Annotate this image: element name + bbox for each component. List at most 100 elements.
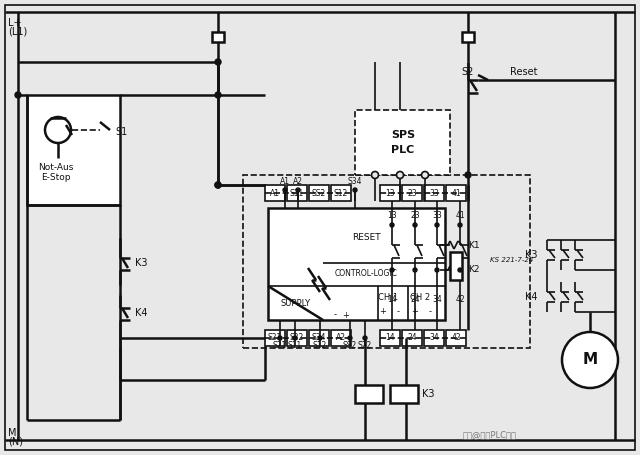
Text: K1: K1 xyxy=(468,241,479,249)
Circle shape xyxy=(215,182,221,188)
Text: E-Stop: E-Stop xyxy=(41,172,71,182)
Circle shape xyxy=(278,336,282,340)
Text: 头条@技成PLC课堂: 头条@技成PLC课堂 xyxy=(463,430,517,440)
Text: 34: 34 xyxy=(432,295,442,304)
Text: -: - xyxy=(429,308,431,317)
Text: +: + xyxy=(342,310,349,319)
Bar xyxy=(355,110,450,175)
Text: PLC: PLC xyxy=(392,145,415,155)
Circle shape xyxy=(215,92,221,98)
Text: 34: 34 xyxy=(429,334,439,343)
Circle shape xyxy=(413,268,417,272)
Bar xyxy=(446,185,466,201)
Circle shape xyxy=(296,188,300,192)
Circle shape xyxy=(397,172,403,178)
Bar xyxy=(380,185,400,201)
Circle shape xyxy=(390,268,394,272)
Circle shape xyxy=(458,223,462,227)
Text: 42: 42 xyxy=(455,295,465,304)
Bar xyxy=(462,32,474,42)
Text: -: - xyxy=(397,308,399,317)
Bar xyxy=(402,185,422,201)
Text: S34: S34 xyxy=(312,334,326,343)
Text: K4: K4 xyxy=(135,308,147,318)
Text: 13: 13 xyxy=(387,211,397,219)
Bar xyxy=(243,175,530,348)
Circle shape xyxy=(318,336,322,340)
Text: Reset: Reset xyxy=(510,67,538,77)
Text: 33: 33 xyxy=(432,211,442,219)
Bar xyxy=(390,385,418,403)
Circle shape xyxy=(390,223,394,227)
Bar xyxy=(212,32,224,42)
Text: S12: S12 xyxy=(334,188,348,197)
Text: S22: S22 xyxy=(290,334,304,343)
Text: M: M xyxy=(8,428,17,438)
Text: SS2: SS2 xyxy=(312,188,326,197)
Text: 42: 42 xyxy=(451,334,461,343)
Text: S2: S2 xyxy=(462,67,474,77)
Bar xyxy=(287,185,307,201)
Circle shape xyxy=(435,223,439,227)
Text: -: - xyxy=(333,310,337,319)
Text: A1: A1 xyxy=(280,177,290,187)
Bar xyxy=(268,208,445,320)
Circle shape xyxy=(562,332,618,388)
Text: CONTROL-LOGIC: CONTROL-LOGIC xyxy=(335,268,397,278)
Text: K3: K3 xyxy=(525,250,537,260)
Text: L+: L+ xyxy=(8,18,22,28)
Text: SPS: SPS xyxy=(391,130,415,140)
Text: (N): (N) xyxy=(8,436,23,446)
Bar xyxy=(380,330,400,346)
Circle shape xyxy=(363,336,367,340)
Text: 41: 41 xyxy=(451,188,461,197)
Bar xyxy=(331,330,351,346)
Bar xyxy=(27,95,120,205)
Bar xyxy=(424,185,444,201)
Circle shape xyxy=(348,336,352,340)
Text: K2: K2 xyxy=(468,266,479,274)
Circle shape xyxy=(283,188,287,192)
Bar xyxy=(309,185,329,201)
Text: S12: S12 xyxy=(313,342,327,350)
Circle shape xyxy=(435,268,439,272)
Bar xyxy=(265,185,285,201)
Text: K3: K3 xyxy=(135,258,147,268)
Text: A2: A2 xyxy=(293,177,303,187)
Text: K3: K3 xyxy=(422,389,435,399)
Text: 24: 24 xyxy=(410,295,420,304)
Text: (L1): (L1) xyxy=(8,26,28,36)
Bar xyxy=(424,330,444,346)
Text: M: M xyxy=(582,353,598,368)
Text: +: + xyxy=(412,308,419,317)
Text: SS2: SS2 xyxy=(343,342,357,350)
Text: +: + xyxy=(380,308,387,317)
Text: 41: 41 xyxy=(455,211,465,219)
Text: SUPPLY: SUPPLY xyxy=(281,298,311,308)
Circle shape xyxy=(15,92,21,98)
Bar xyxy=(331,185,351,201)
Bar xyxy=(287,330,307,346)
Text: 13: 13 xyxy=(385,188,395,197)
Text: S1: S1 xyxy=(115,127,127,137)
Bar xyxy=(446,330,466,346)
Text: S21: S21 xyxy=(273,342,287,350)
Bar xyxy=(309,330,329,346)
Bar xyxy=(450,252,462,280)
Text: 23: 23 xyxy=(410,211,420,219)
Bar xyxy=(265,330,285,346)
Text: Not-Aus: Not-Aus xyxy=(38,163,74,172)
Circle shape xyxy=(458,268,462,272)
Text: CH 1: CH 1 xyxy=(378,293,398,302)
Text: S11: S11 xyxy=(288,342,302,350)
Circle shape xyxy=(422,172,429,178)
Bar xyxy=(402,330,422,346)
Circle shape xyxy=(293,336,297,340)
Text: S22: S22 xyxy=(358,342,372,350)
Text: 14: 14 xyxy=(385,334,395,343)
Text: RESET: RESET xyxy=(352,233,380,243)
Circle shape xyxy=(215,182,221,188)
Text: 23: 23 xyxy=(407,188,417,197)
Text: A2: A2 xyxy=(336,334,346,343)
Bar xyxy=(355,385,383,403)
